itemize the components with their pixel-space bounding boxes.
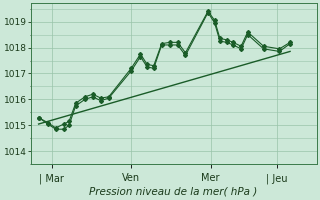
X-axis label: Pression niveau de la mer( hPa ): Pression niveau de la mer( hPa ) (90, 187, 258, 197)
